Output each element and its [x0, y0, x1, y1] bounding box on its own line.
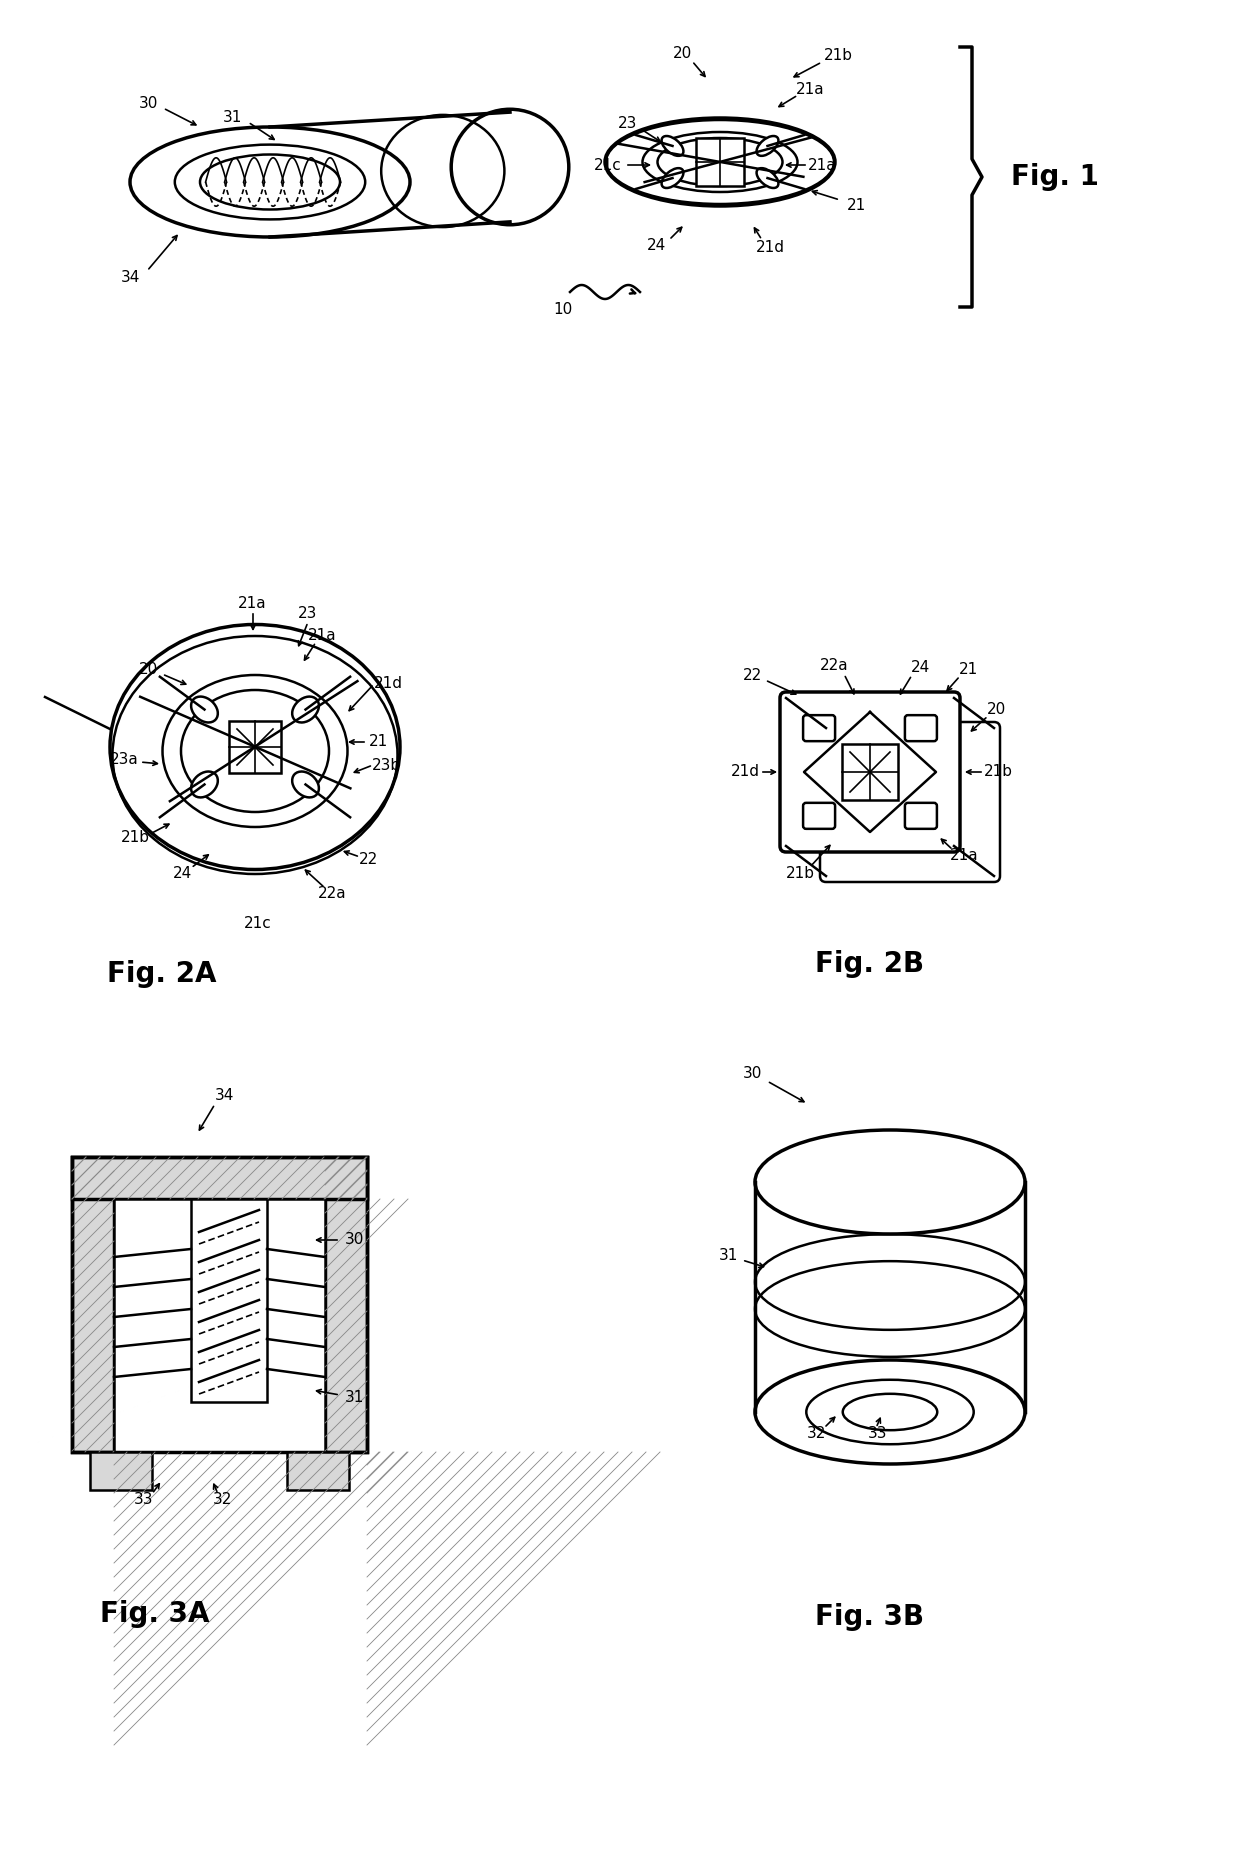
Bar — [72, 1157, 114, 1453]
Text: 20: 20 — [672, 47, 692, 62]
Text: 30: 30 — [139, 97, 157, 112]
Text: 30: 30 — [743, 1067, 761, 1082]
Text: 21b: 21b — [823, 49, 853, 64]
Text: Fig. 2A: Fig. 2A — [107, 960, 217, 988]
Text: 21d: 21d — [373, 676, 403, 691]
Bar — [842, 743, 898, 799]
Text: 23a: 23a — [109, 753, 139, 768]
Text: 22: 22 — [743, 668, 761, 683]
Text: 21d: 21d — [755, 240, 785, 255]
Text: 21: 21 — [368, 734, 388, 749]
Text: 21b: 21b — [120, 829, 150, 844]
FancyBboxPatch shape — [780, 693, 960, 852]
Ellipse shape — [755, 1359, 1025, 1464]
Text: 31: 31 — [222, 110, 242, 125]
Text: 24: 24 — [910, 661, 930, 676]
Bar — [696, 139, 744, 185]
Text: Fig. 1: Fig. 1 — [1011, 163, 1099, 191]
Bar — [325, 1157, 367, 1453]
Text: 20: 20 — [139, 661, 157, 676]
Text: 21d: 21d — [730, 764, 759, 779]
Text: 31: 31 — [345, 1389, 365, 1404]
Text: 21c: 21c — [244, 917, 272, 932]
Text: Fig. 2B: Fig. 2B — [816, 949, 925, 977]
Ellipse shape — [756, 137, 779, 155]
Text: 34: 34 — [120, 270, 140, 285]
FancyBboxPatch shape — [820, 723, 999, 882]
Text: 21a: 21a — [950, 848, 978, 863]
Ellipse shape — [755, 1131, 1025, 1234]
Bar — [229, 721, 281, 773]
Text: 23b: 23b — [372, 758, 401, 773]
Bar — [191, 1198, 267, 1402]
Text: 23: 23 — [619, 116, 637, 131]
Text: 24: 24 — [172, 867, 192, 882]
Text: 31: 31 — [718, 1249, 738, 1264]
Text: 24: 24 — [647, 238, 667, 253]
Text: 21a: 21a — [807, 157, 836, 172]
Text: 30: 30 — [345, 1232, 365, 1247]
Text: 22a: 22a — [820, 659, 848, 674]
Text: 21b: 21b — [785, 867, 815, 882]
FancyBboxPatch shape — [804, 715, 835, 741]
Bar — [72, 1157, 367, 1198]
Ellipse shape — [756, 168, 779, 187]
Text: 21: 21 — [959, 663, 977, 678]
Text: 21: 21 — [847, 198, 866, 213]
Text: 33: 33 — [868, 1426, 888, 1441]
Text: Fig. 3B: Fig. 3B — [816, 1602, 925, 1631]
Ellipse shape — [191, 771, 218, 797]
Ellipse shape — [662, 137, 683, 155]
Text: 21a: 21a — [238, 597, 267, 612]
FancyBboxPatch shape — [905, 715, 937, 741]
Text: 21b: 21b — [983, 764, 1013, 779]
Text: 21c: 21c — [594, 157, 622, 172]
Text: 34: 34 — [215, 1088, 233, 1103]
Text: 32: 32 — [806, 1426, 826, 1441]
Ellipse shape — [293, 696, 319, 723]
Text: 22a: 22a — [317, 887, 346, 902]
Text: 21a: 21a — [308, 627, 336, 642]
Text: Fig. 3A: Fig. 3A — [100, 1601, 210, 1629]
Text: 21a: 21a — [796, 82, 825, 97]
Ellipse shape — [293, 771, 319, 797]
Text: 10: 10 — [553, 301, 573, 316]
Bar — [91, 1453, 153, 1490]
Bar — [286, 1453, 348, 1490]
Text: 32: 32 — [212, 1492, 232, 1507]
Ellipse shape — [662, 168, 683, 187]
Ellipse shape — [843, 1395, 937, 1430]
Text: 23: 23 — [299, 607, 317, 622]
Text: 22: 22 — [358, 852, 378, 867]
Text: 20: 20 — [986, 702, 1006, 717]
Text: 33: 33 — [134, 1492, 154, 1507]
FancyBboxPatch shape — [905, 803, 937, 829]
Bar — [72, 1157, 367, 1453]
FancyBboxPatch shape — [804, 803, 835, 829]
Ellipse shape — [806, 1380, 973, 1443]
Ellipse shape — [191, 696, 218, 723]
Bar — [114, 1198, 325, 1453]
